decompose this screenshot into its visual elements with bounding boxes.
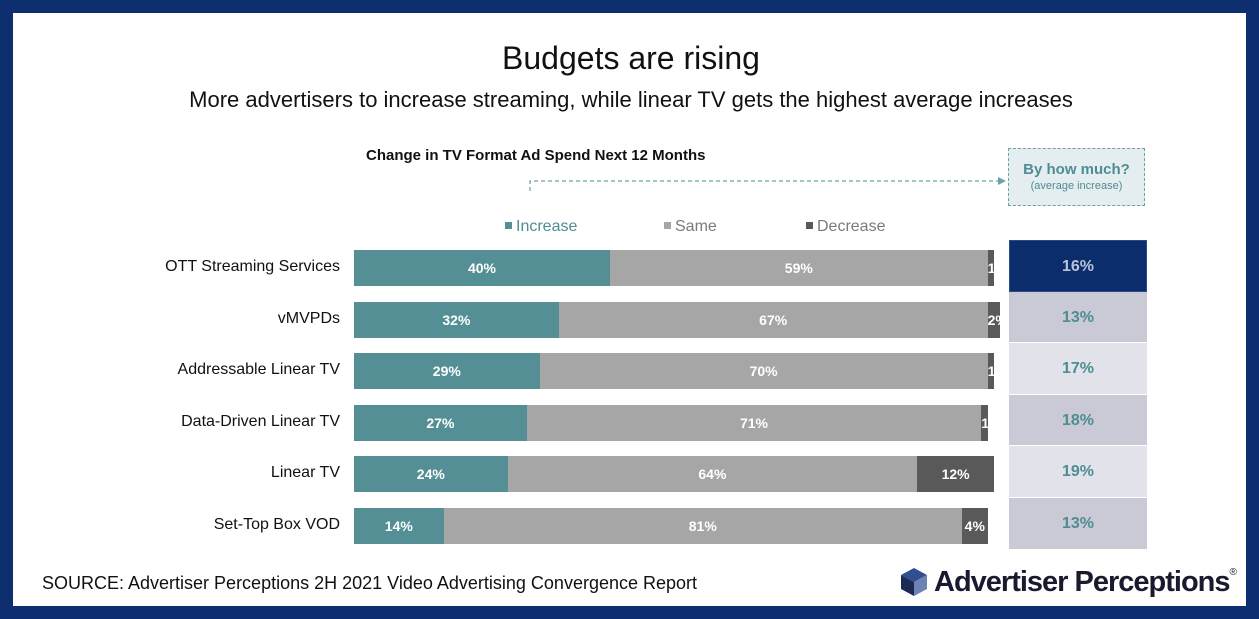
data-label: 71% [739, 414, 768, 431]
data-label: 32% [442, 311, 471, 328]
data-label: 70% [749, 363, 778, 380]
cube-logo-icon [901, 568, 927, 596]
bar-segment-same [558, 301, 988, 338]
category-label: Set-Top Box VOD [213, 516, 340, 533]
slide: Budgets are rising More advertisers to i… [13, 13, 1246, 606]
bar-segment-decrease [981, 404, 988, 441]
source-note: SOURCE: Advertiser Perceptions 2H 2021 V… [42, 573, 698, 593]
category-label: OTT Streaming Services [165, 258, 340, 275]
bar-segment-increase [354, 301, 559, 338]
data-label: 1% [987, 260, 994, 276]
page-title: Budgets are rising [502, 40, 760, 76]
callout-arrow-line [529, 180, 1000, 191]
bar-segment-same [610, 250, 988, 286]
bar-segment-same [507, 456, 918, 493]
category-label: Linear TV [270, 464, 340, 482]
bar-segment-same [443, 508, 962, 544]
legend-swatch-same [664, 222, 671, 230]
bar-segment-decrease [962, 508, 988, 544]
category-label: Data-Driven Linear TV [181, 412, 340, 430]
data-label: 67% [759, 311, 788, 328]
data-label: 4% [964, 518, 985, 534]
bar-segment-same [539, 353, 988, 390]
data-label: 12% [941, 466, 970, 483]
bar-segment-decrease [987, 353, 994, 390]
data-label: 1% [987, 363, 994, 380]
bar-segment-decrease [917, 456, 994, 493]
chart-title: Change in TV Format Ad Spend Next 12 Mon… [366, 147, 706, 164]
callout-arrow-head [998, 177, 1006, 185]
data-label: 29% [432, 363, 461, 380]
data-label: 59% [784, 260, 813, 276]
legend-swatch-increase [505, 222, 512, 230]
data-label: 24% [416, 466, 445, 483]
legend-increase: Increase [505, 218, 577, 238]
legend-label-increase: Increase [516, 218, 578, 235]
data-label: 64% [698, 466, 727, 483]
page-subtitle: More advertisers to increase streaming, … [189, 87, 1073, 112]
bar-segment-increase [354, 353, 540, 390]
bar-segment-increase [354, 508, 444, 544]
legend-label-decrease: Decrease [817, 218, 886, 235]
avg-increase-cell: 16% [1009, 240, 1147, 292]
data-label: 81% [688, 518, 717, 534]
bar-segment-same [526, 404, 982, 441]
avg-increase-cell: 19% [1009, 446, 1147, 498]
logo-registered-mark: ® [1229, 566, 1237, 578]
category-label: Addressable Linear TV [177, 361, 340, 379]
logo-text: Advertiser Perceptions [934, 565, 1231, 598]
legend-swatch-decrease [806, 222, 813, 230]
avg-increase-cell: 13% [1009, 291, 1147, 344]
data-label: 14% [384, 518, 413, 534]
avg-increase-callout: By how much? (average increase) [1008, 148, 1145, 206]
avg-increase-cell: 13% [1009, 498, 1147, 550]
callout-subtitle: (average increase) [1030, 180, 1123, 192]
bar-segment-increase [354, 250, 610, 286]
bar-segment-decrease [987, 250, 994, 286]
legend-decrease: Decrease [806, 218, 885, 238]
bar-segment-decrease [987, 301, 1001, 338]
avg-increase-cell: 18% [1009, 394, 1147, 447]
data-label: 27% [426, 414, 455, 431]
data-label: 40% [467, 260, 497, 276]
data-label: 2% [987, 311, 1001, 328]
bar-segment-increase [354, 404, 527, 441]
category-label: vMVPDs [277, 309, 340, 327]
legend-same: Same [664, 218, 717, 238]
legend-label-same: Same [675, 218, 717, 235]
data-label: 1% [981, 414, 988, 431]
bar-segment-increase [354, 456, 508, 493]
callout-arrow [529, 177, 1006, 191]
callout-title: By how much? [1023, 161, 1130, 178]
brand-logo: Advertiser Perceptions ® [900, 564, 1237, 600]
avg-increase-cell: 17% [1009, 343, 1147, 395]
